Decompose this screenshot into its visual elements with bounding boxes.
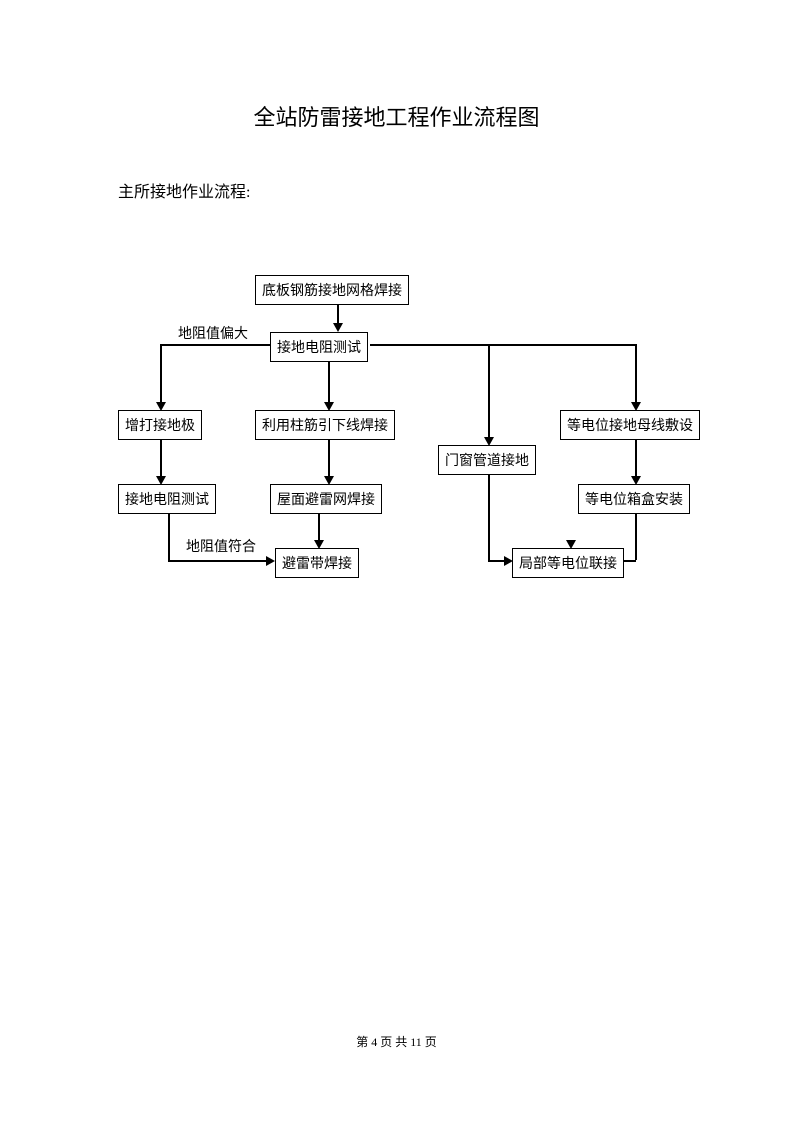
flowchart-canvas: 底板钢筋接地网格焊接 接地电阻测试 增打接地极 接地电阻测试 利用柱筋引下线焊接… — [100, 260, 700, 600]
edge — [635, 510, 637, 560]
page-subtitle: 主所接地作业流程: — [118, 178, 250, 202]
edge — [635, 344, 637, 404]
edge — [488, 344, 490, 439]
edge — [370, 344, 636, 346]
page-footer: 第 4 页 共 11 页 — [0, 1033, 793, 1050]
flow-node: 门窗管道接地 — [438, 445, 536, 475]
flow-node: 等电位接地母线敷设 — [560, 410, 700, 440]
flow-node: 接地电阻测试 — [118, 484, 216, 514]
edge — [328, 358, 330, 404]
edge — [488, 471, 490, 560]
flow-node: 接地电阻测试 — [270, 332, 368, 362]
flow-node: 底板钢筋接地网格焊接 — [255, 275, 409, 305]
edge — [160, 344, 162, 404]
edge — [160, 344, 270, 346]
flow-node: 局部等电位联接 — [512, 548, 624, 578]
flow-node: 增打接地极 — [118, 410, 202, 440]
flow-node: 等电位箱盒安装 — [578, 484, 690, 514]
arrow-icon — [266, 556, 275, 566]
edge — [318, 510, 320, 542]
edge — [160, 436, 162, 478]
edge-label: 地阻值符合 — [186, 536, 256, 556]
page-title: 全站防雷接地工程作业流程图 — [0, 100, 793, 132]
flow-node: 利用柱筋引下线焊接 — [255, 410, 395, 440]
flow-node: 屋面避雷网焊接 — [270, 484, 382, 514]
edge-label: 地阻值偏大 — [178, 323, 248, 343]
edge — [635, 436, 637, 478]
edge — [168, 510, 170, 560]
arrow-icon — [333, 323, 343, 332]
edge — [328, 436, 330, 478]
edge — [168, 560, 268, 562]
flow-node: 避雷带焊接 — [275, 548, 359, 578]
